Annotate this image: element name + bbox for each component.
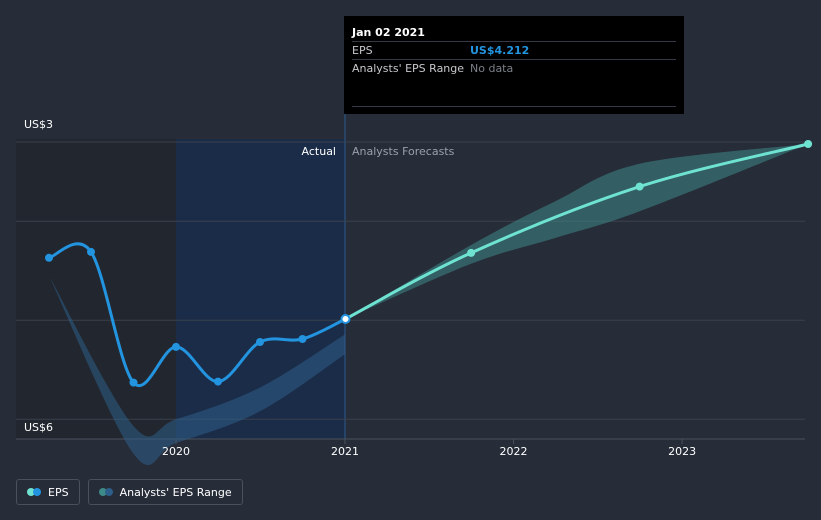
series-point-0-3 [172, 342, 180, 351]
tooltip-eps-value: US$4.212 [470, 44, 530, 57]
series-point-1-2 [635, 182, 644, 191]
legend-label-eps: EPS [48, 485, 69, 499]
series-point-1-1 [467, 248, 476, 257]
series-point-0-2 [129, 378, 138, 387]
legend: EPS Analysts' EPS Range [16, 479, 243, 507]
eps-chart: US$3 US$6 2020 2021 2022 2023 Actual Analyst… [16, 114, 813, 466]
x-tick-label-1: 2021 [331, 445, 359, 458]
x-tick-label-2: 2022 [500, 445, 528, 458]
series-point-0-4 [214, 377, 222, 386]
range-band-1 [345, 144, 809, 319]
x-tick-label-3: 2023 [668, 445, 696, 458]
tooltip: Jan 02 2021 EPS US$4.212 Analysts' EPS R… [344, 16, 684, 114]
series-point-0-0 [45, 253, 53, 262]
range-legend-dot-history [104, 488, 113, 496]
tooltip-row-eps: EPS US$4.212 [352, 41, 676, 59]
series-lines [47, 142, 810, 387]
history-shade-dark [16, 139, 176, 439]
y-tick-label-1: US$6 [24, 421, 53, 434]
forecast-label: Analysts Forecasts [352, 145, 455, 158]
tooltip-eps-label: EPS [352, 44, 373, 57]
legend-label-range: Analysts' EPS Range [119, 485, 232, 499]
eps-legend-icon [27, 488, 41, 496]
series-line-0 [47, 242, 347, 387]
legend-item-range[interactable]: Analysts' EPS Range [87, 479, 243, 505]
y-tick-labels: US$3 US$6 [24, 118, 53, 434]
y-tick-label-0: US$3 [24, 118, 53, 131]
series-points [45, 140, 813, 387]
tooltip-row-range: Analysts' EPS Range No data [352, 59, 676, 77]
tooltip-divider [352, 106, 676, 107]
series-point-0-6 [298, 335, 307, 343]
x-tick-label-0: 2020 [162, 445, 190, 458]
range-band-0 [49, 275, 346, 466]
series-point-0-7 [340, 314, 351, 324]
legend-item-eps[interactable]: EPS [16, 479, 80, 505]
range-legend-dot-forecast [98, 488, 107, 496]
series-point-0-1 [87, 247, 95, 256]
eps-legend-dot-actual [33, 488, 41, 496]
range-legend-icon [98, 488, 113, 496]
range-bands [49, 144, 809, 466]
x-tick-labels: 2020 2021 2022 2023 [162, 439, 696, 458]
tooltip-range-label: Analysts' EPS Range [352, 62, 465, 75]
series-point-1-3 [804, 140, 813, 148]
eps-legend-dot-forecast [27, 488, 35, 496]
tooltip-date: Jan 02 2021 [352, 26, 425, 39]
tooltip-range-value: No data [470, 62, 514, 75]
series-point-0-5 [256, 338, 264, 346]
actual-label: Actual [302, 145, 336, 158]
series-line-1 [344, 142, 810, 321]
